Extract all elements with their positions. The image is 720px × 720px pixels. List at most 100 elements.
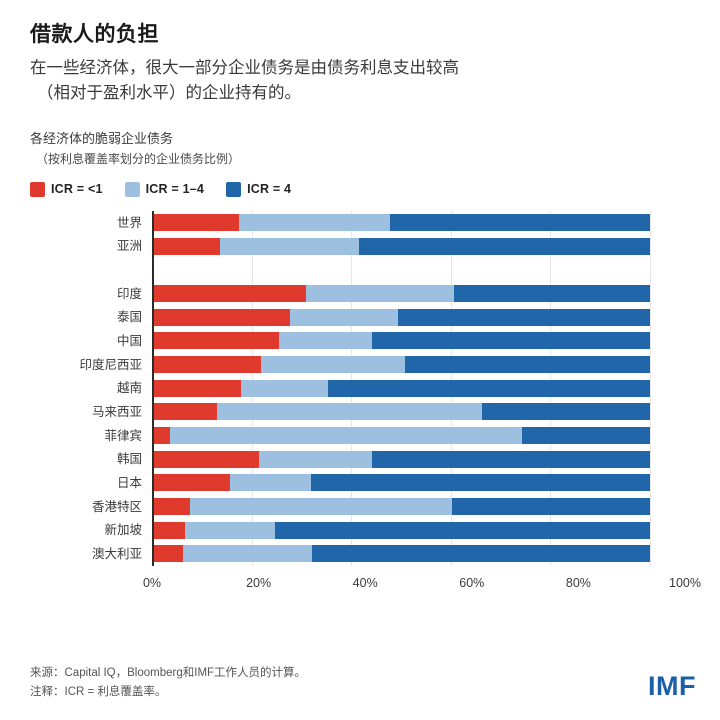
plot-canvas: 世界亚洲印度泰国中国印度尼西亚越南马来西亚菲律宾韩国日本香港特区新加坡澳大利亚 — [79, 210, 651, 566]
bar-row: 菲律宾 — [104, 427, 650, 445]
legend-item: ICR = 4 — [226, 181, 292, 197]
footer: 来源：Capital IQ，Bloomberg和IMF工作人员的计算。 注释：I… — [30, 664, 696, 702]
y-axis-category-label: 马来西亚 — [91, 404, 142, 419]
bar-segment — [152, 427, 170, 445]
bar-segment — [152, 308, 291, 326]
y-axis-category-label: 香港特区 — [91, 499, 142, 514]
legend-swatch-icon — [124, 181, 140, 197]
x-axis-tick-label: 80% — [565, 575, 591, 590]
bar-segment — [260, 356, 405, 374]
y-axis-category-label: 菲律宾 — [104, 428, 142, 443]
bar-segment — [185, 521, 275, 539]
plot-area: 世界 亚洲 印度 泰国 中国 印度尼西亚 越南 马来西亚 菲律宾 韩国 日本 香港特区 新加坡 澳大利亚 … — [0, 210, 720, 611]
bar-row: 韩国 — [117, 450, 650, 468]
bar-row: 香港特区 — [92, 498, 650, 516]
bar-segment — [451, 498, 650, 516]
bar-row: 亚洲 — [117, 237, 650, 255]
bar-segment — [152, 285, 307, 303]
y-axis-category-label: 中国 — [116, 333, 142, 348]
bar-segment — [152, 332, 279, 350]
bar-row: 日本 — [117, 474, 650, 492]
bar-segment — [397, 308, 650, 326]
bar-segment — [220, 237, 359, 255]
bar-row: 新加坡 — [104, 521, 650, 539]
x-axis: 0% 20% 40% 60% 80% 100% — [143, 566, 701, 606]
header: 借款人的负担 在一些经济体，很大一部分企业债务是由债务利息支出较高 （相对于盈利… — [0, 0, 720, 106]
x-axis-tick-label: 60% — [459, 575, 485, 590]
bar-segment — [152, 214, 239, 232]
page-title: 借款人的负担 — [30, 23, 159, 46]
y-axis-category-label: 印度 — [116, 286, 142, 301]
bar-row: 印度尼西亚 — [79, 356, 650, 374]
chart-subtitle: （按利息覆盖率划分的企业债务比例） — [36, 151, 241, 166]
y-axis-category-label: 泰国 — [116, 309, 142, 324]
bar-rows: 世界亚洲印度泰国中国印度尼西亚越南马来西亚菲律宾韩国日本香港特区新加坡澳大利亚 — [79, 211, 650, 566]
bar-segment — [152, 474, 230, 492]
definition-note: 注释：ICR = 利息覆盖率。 — [30, 686, 167, 699]
bar-segment — [152, 356, 261, 374]
bar-row: 中国 — [117, 332, 650, 350]
bar-segment — [306, 285, 454, 303]
legend-swatch-icon — [30, 181, 45, 197]
footnotes: 来源：Capital IQ，Bloomberg和IMF工作人员的计算。 注释：I… — [30, 664, 306, 702]
bar-segment — [311, 545, 650, 563]
x-axis-tick-label: 40% — [352, 575, 378, 590]
bar-segment — [290, 308, 398, 326]
bar-segment — [152, 498, 191, 516]
gridline — [650, 210, 651, 566]
bar-segment — [389, 214, 650, 232]
imf-logo: IMF — [648, 671, 696, 701]
bar-segment — [169, 427, 522, 445]
bar-segment — [152, 403, 218, 421]
bar-segment — [152, 521, 186, 539]
bar-segment — [371, 332, 650, 350]
bar-segment — [238, 214, 390, 232]
bar-segment — [152, 237, 221, 255]
subtitle-line-2: （相对于盈利水平）的企业持有的。 — [37, 84, 301, 102]
chart-legend: ICR = <1 ICR = 1–4 ICR = 4 — [0, 168, 720, 197]
bar-row: 泰国 — [117, 308, 650, 326]
bar-segment — [240, 379, 328, 397]
bar-segment — [217, 403, 482, 421]
page-subtitle: 在一些经济体，很大一部分企业债务是由债务利息支出较高 （相对于盈利水平）的企业持… — [30, 56, 670, 106]
bar-segment — [152, 450, 259, 468]
bar-segment — [152, 379, 241, 397]
bar-segment — [371, 450, 650, 468]
chart-header: 各经济体的脆弱企业债务 （按利息覆盖率划分的企业债务比例） — [0, 106, 720, 168]
legend-label: ICR = <1 — [51, 182, 103, 197]
x-axis-tick-label: 100% — [669, 575, 701, 590]
bar-segment — [229, 474, 311, 492]
bar-row: 世界 — [117, 214, 650, 232]
bar-segment — [404, 356, 650, 374]
chart-title: 各经济体的脆弱企业债务 — [30, 130, 174, 146]
y-axis-category-label: 印度尼西亚 — [79, 357, 142, 372]
y-axis-category-label: 世界 — [116, 215, 142, 230]
bar-segment — [278, 332, 372, 350]
legend-swatch-icon — [226, 181, 242, 197]
bar-segment — [453, 285, 650, 303]
subtitle-line-1: 在一些经济体，很大一部分企业债务是由债务利息支出较高 — [30, 59, 459, 78]
bar-segment — [327, 379, 650, 397]
bar-row: 马来西亚 — [92, 403, 650, 421]
bar-segment — [152, 545, 183, 563]
y-axis-category-label: 越南 — [116, 380, 142, 395]
bar-segment — [182, 545, 312, 563]
source-note: 来源：Capital IQ，Bloomberg和IMF工作人员的计算。 — [30, 667, 307, 680]
bar-segment — [310, 474, 650, 492]
bar-row: 越南 — [117, 379, 650, 397]
bar-row: 澳大利亚 — [92, 545, 650, 563]
y-axis-line — [152, 210, 154, 566]
legend-label: ICR = 4 — [247, 182, 292, 197]
bar-segment — [274, 521, 650, 539]
y-axis-category-label: 日本 — [116, 475, 142, 490]
legend-item: ICR = <1 — [30, 181, 103, 197]
bar-row: 印度 — [117, 285, 650, 303]
x-axis-tick-label: 0% — [142, 575, 162, 590]
bar-segment — [358, 237, 650, 255]
y-axis-category-label: 澳大利亚 — [91, 546, 142, 561]
bar-segment — [481, 403, 650, 421]
x-axis-tick-label: 20% — [246, 575, 272, 590]
y-axis-category-label: 韩国 — [116, 451, 142, 466]
bar-segment — [522, 427, 650, 445]
